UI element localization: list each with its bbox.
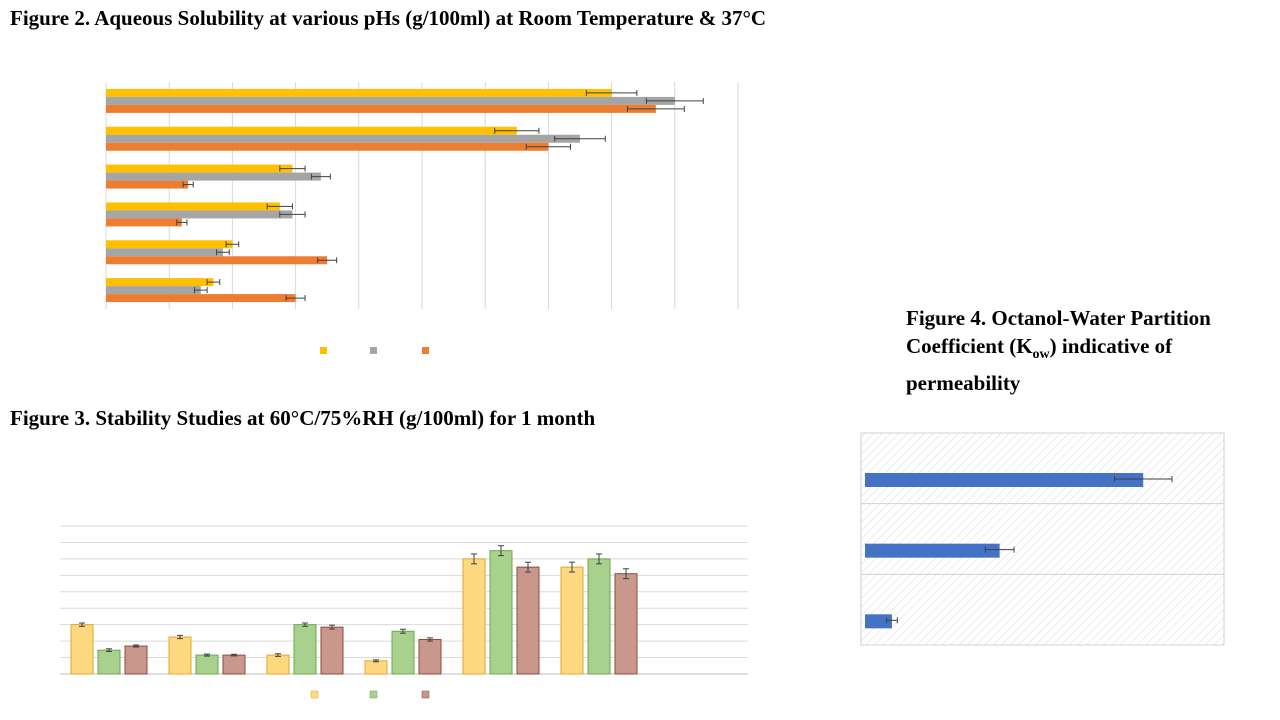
bar bbox=[222, 654, 246, 675]
plot-area bbox=[860, 432, 1225, 646]
bar bbox=[106, 104, 656, 113]
bar bbox=[320, 626, 344, 675]
bar bbox=[106, 96, 675, 105]
bar bbox=[97, 649, 121, 675]
bar bbox=[391, 630, 415, 675]
bar bbox=[106, 210, 293, 219]
figure-4-heading-line2-post: ) indicative of bbox=[1049, 334, 1173, 358]
figure-4-heading-line1: Figure 4. Octanol-Water Partition bbox=[906, 306, 1211, 330]
figure-2-heading: Figure 2. Aqueous Solubility at various … bbox=[10, 6, 767, 30]
bar bbox=[106, 294, 296, 303]
bar bbox=[106, 126, 517, 135]
bar bbox=[587, 558, 611, 675]
legend-swatch bbox=[421, 690, 430, 699]
figure-4-heading-line2-pre: Coefficient (K bbox=[906, 334, 1033, 358]
bar bbox=[106, 180, 189, 189]
bar bbox=[106, 134, 580, 143]
legend-swatch bbox=[320, 347, 327, 354]
bar bbox=[293, 624, 317, 675]
bar bbox=[516, 566, 540, 675]
bar bbox=[865, 473, 1144, 487]
bar bbox=[106, 256, 328, 265]
kow-chart bbox=[860, 432, 1225, 646]
figure-4-heading-line3: permeability bbox=[906, 371, 1021, 396]
bar bbox=[106, 248, 223, 257]
bar bbox=[865, 614, 892, 629]
bar bbox=[106, 172, 321, 181]
bar bbox=[106, 286, 201, 295]
bar bbox=[462, 558, 486, 675]
bar bbox=[418, 638, 442, 675]
bar bbox=[195, 654, 219, 675]
bar bbox=[106, 164, 293, 173]
bar bbox=[489, 550, 513, 675]
legend-swatch bbox=[370, 347, 377, 354]
stability-studies-chart bbox=[60, 525, 748, 699]
bar bbox=[124, 645, 148, 675]
bar bbox=[106, 88, 612, 97]
legend-swatch bbox=[369, 690, 378, 699]
bar bbox=[106, 218, 182, 227]
bar bbox=[364, 660, 388, 675]
legend-swatch bbox=[422, 347, 429, 354]
figure-3-heading: Figure 3. Stability Studies at 60°C/75%R… bbox=[10, 406, 596, 430]
bar bbox=[70, 624, 94, 675]
bar bbox=[106, 278, 214, 287]
bar bbox=[266, 654, 290, 675]
bar bbox=[168, 636, 192, 675]
figure-4-heading-subscript: ow bbox=[1032, 347, 1050, 363]
legend-swatch bbox=[310, 690, 319, 699]
figure-4-heading: Figure 4. Octanol-Water Partition Coeffi… bbox=[906, 304, 1271, 397]
bar bbox=[560, 566, 584, 675]
bar bbox=[106, 240, 233, 249]
bar bbox=[614, 573, 638, 675]
bar bbox=[865, 543, 1000, 558]
aqueous-solubility-chart bbox=[105, 82, 739, 354]
bar bbox=[106, 142, 549, 151]
bar bbox=[106, 202, 280, 211]
